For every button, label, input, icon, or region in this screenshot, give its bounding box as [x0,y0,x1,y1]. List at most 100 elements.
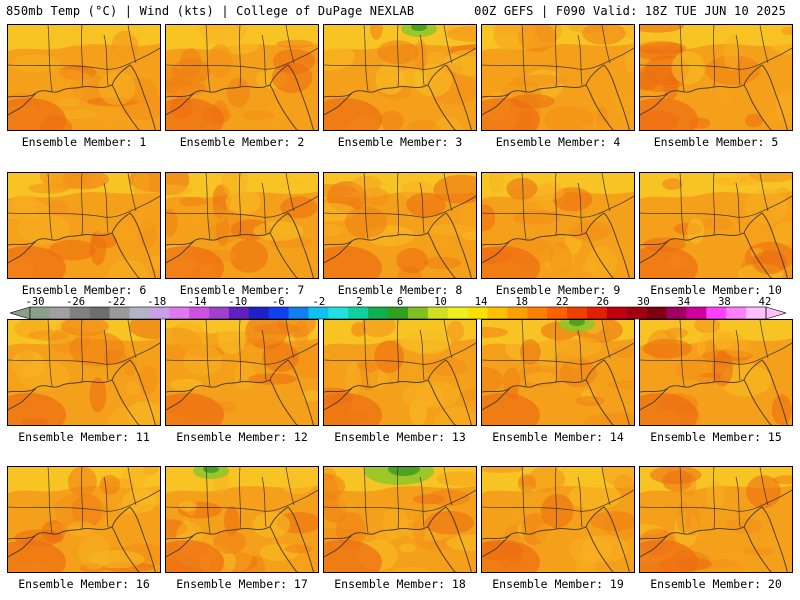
ensemble-panel-1[interactable] [7,24,161,131]
colorbar-swatch [129,307,150,319]
header-left-title: 850mb Temp (°C) | Wind (kts) | College o… [6,4,415,18]
panel-label: Ensemble Member: 16 [18,577,150,591]
colorbar-swatch [487,307,508,319]
panel-label: Ensemble Member: 18 [334,577,466,591]
colorbar-swatch [547,307,568,319]
colorbar-swatch [407,307,429,319]
ensemble-panel-3[interactable] [323,24,477,131]
colorbar-tick-label: -6 [272,296,285,308]
colorbar-swatch [228,307,250,319]
temperature-map [324,467,476,572]
colorbar-swatch [746,307,767,319]
colorbar-swatch [348,307,369,319]
panel-label: Ensemble Member: 12 [176,430,308,444]
temperature-map [8,320,160,425]
temperature-map [324,320,476,425]
panel-label: Ensemble Member: 11 [18,430,150,444]
panel-label: Ensemble Member: 4 [495,135,621,149]
colorbar-swatch [209,307,230,319]
ensemble-panel-15[interactable] [639,319,793,426]
colorbar-swatch [726,307,747,319]
temperature-map [324,25,476,130]
temperature-map [8,173,160,278]
temperature-map [482,467,634,572]
colorbar-tick-label: 18 [515,296,528,308]
colorbar-swatch [606,307,628,319]
colorbar-swatch [686,307,707,319]
ensemble-panel-8[interactable] [323,172,477,279]
ensemble-panel-5[interactable] [639,24,793,131]
ensemble-panel-9[interactable] [481,172,635,279]
colorbar-swatch [447,307,469,319]
colorbar-swatch [368,307,389,319]
colorbar-left-arrow [10,306,31,320]
temperature-map [324,173,476,278]
panel-label: Ensemble Member: 8 [337,283,463,297]
colorbar-swatch [567,307,588,319]
ensemble-panel-17[interactable] [165,466,319,573]
colorbar-swatch [527,307,548,319]
ensemble-panel-12[interactable] [165,319,319,426]
colorbar-tick-label: -30 [25,296,45,308]
colorbar-swatch [169,307,190,319]
ensemble-panel-6[interactable] [7,172,161,279]
colorbar-tick-label: 42 [758,296,772,308]
panel-label: Ensemble Member: 5 [653,135,779,149]
colorbar-swatch [666,307,687,319]
colorbar-swatch [328,307,349,319]
colorbar-tick-label: 38 [718,296,731,308]
colorbar-swatch [646,307,667,319]
panel-label: Ensemble Member: 17 [176,577,308,591]
ensemble-panel-18[interactable] [323,466,477,573]
colorbar-tick-label: -10 [228,296,248,308]
colorbar-tick-label: 34 [677,296,691,308]
panel-label: Ensemble Member: 2 [179,135,305,149]
colorbar-tick-label: 14 [474,296,488,308]
colorbar-tick-label: 10 [434,296,447,308]
panel-label: Ensemble Member: 19 [492,577,624,591]
colorbar-swatch [89,307,110,319]
temperature-map [640,25,792,130]
colorbar-swatch [69,307,91,319]
ensemble-panel-7[interactable] [165,172,319,279]
colorbar-swatch [308,307,329,319]
temperature-map [8,25,160,130]
colorbar-tick-label: 2 [356,296,363,308]
ensemble-panel-11[interactable] [7,319,161,426]
colorbar-swatch [189,307,210,319]
ensemble-panel-14[interactable] [481,319,635,426]
temperature-map [482,320,634,425]
header-right-valid-time: 00Z GEFS | F090 Valid: 18Z TUE JUN 10 20… [474,4,786,18]
ensemble-panel-2[interactable] [165,24,319,131]
ensemble-panel-19[interactable] [481,466,635,573]
panel-label: Ensemble Member: 9 [495,283,621,297]
colorbar-swatch [706,307,727,319]
colorbar-swatch [109,307,130,319]
colorbar-tick-label: -26 [66,296,86,308]
ensemble-panel-13[interactable] [323,319,477,426]
colorbar-right-arrow [765,306,786,320]
panel-label: Ensemble Member: 14 [492,430,624,444]
colorbar-tick-label: 26 [596,296,610,308]
colorbar-swatch [49,307,71,319]
ensemble-panel-16[interactable] [7,466,161,573]
temperature-map [482,173,634,278]
panel-label: Ensemble Member: 6 [21,283,147,297]
temperature-map [166,320,318,425]
colorbar-tick-label: -22 [106,296,126,308]
ensemble-panel-20[interactable] [639,466,793,573]
temperature-map [640,320,792,425]
ensemble-panel-10[interactable] [639,172,793,279]
ensemble-panel-4[interactable] [481,24,635,131]
colorbar-tick-label: 6 [396,296,404,308]
temperature-map [482,25,634,130]
panel-label: Ensemble Member: 13 [334,430,466,444]
temperature-map [166,173,318,278]
panel-label: Ensemble Member: 10 [650,283,782,297]
panel-label: Ensemble Member: 3 [337,135,463,149]
temperature-map [640,173,792,278]
temperature-colorbar [10,306,786,320]
colorbar-tick-label: 30 [637,296,650,308]
colorbar-swatch [586,307,608,319]
